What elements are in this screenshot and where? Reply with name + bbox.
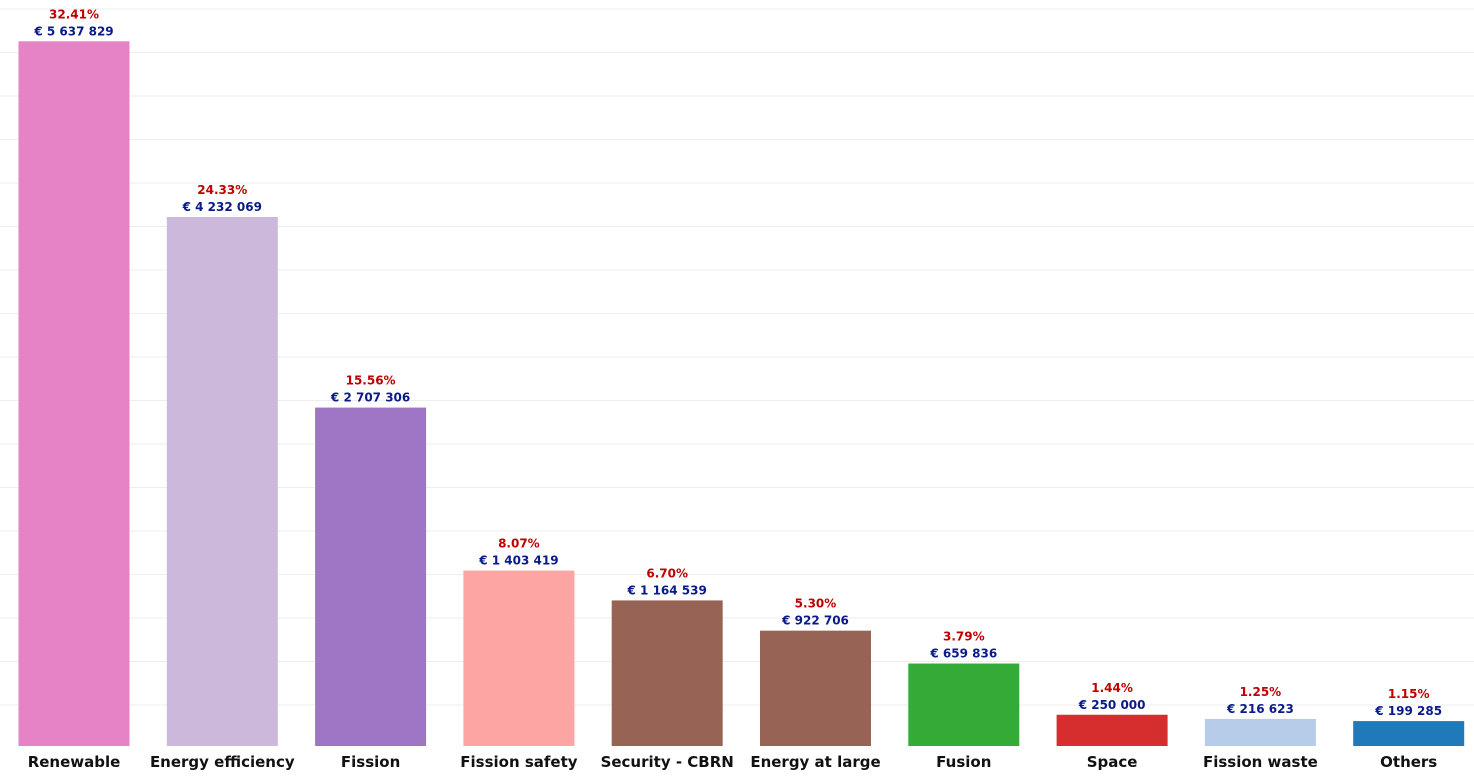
bars — [18, 41, 1465, 747]
bar-fusion — [908, 663, 1020, 746]
percent-label: 1.44% — [1091, 681, 1133, 695]
value-label: € 5 637 829 — [33, 24, 113, 38]
percent-label: 5.30% — [795, 597, 837, 611]
category-label: Fission waste — [1203, 753, 1318, 771]
value-label: € 1 403 419 — [478, 554, 558, 568]
percent-label: 6.70% — [646, 566, 688, 580]
percent-label: 1.25% — [1240, 685, 1282, 699]
bar-others — [1353, 721, 1465, 746]
percent-label: 15.56% — [346, 374, 396, 388]
value-label: € 922 706 — [781, 614, 849, 628]
bar-security-cbrn — [611, 600, 723, 746]
bar-energy-at-large — [760, 630, 871, 746]
category-label: Fission safety — [460, 753, 578, 771]
category-label: Renewable — [28, 753, 121, 771]
category-label: Others — [1380, 753, 1437, 771]
value-label: € 250 000 — [1078, 698, 1146, 712]
bar-space — [1056, 714, 1168, 746]
value-label: € 4 232 069 — [182, 200, 262, 214]
category-label: Fission — [341, 753, 400, 771]
bar-fission — [315, 407, 427, 746]
category-label: Energy at large — [750, 753, 880, 771]
labels: € 5 637 829 32.41% Renewable € 4 232 069 24.… — [28, 7, 1442, 771]
category-label: Energy efficiency — [150, 753, 295, 771]
percent-label: 3.79% — [943, 630, 985, 644]
percent-label: 8.07% — [498, 537, 540, 551]
category-label: Fusion — [936, 753, 991, 771]
bar-fission-safety — [463, 570, 575, 746]
category-label: Security - CBRN — [601, 753, 734, 771]
percent-label: 32.41% — [49, 7, 99, 21]
value-label: € 216 623 — [1226, 702, 1294, 716]
value-label: € 659 836 — [929, 647, 997, 661]
bar-renewable — [18, 41, 130, 747]
value-label: € 199 285 — [1374, 704, 1442, 718]
bar-energy-efficiency — [166, 216, 278, 746]
bar-fission-waste — [1204, 718, 1316, 746]
value-label: € 2 707 306 — [330, 391, 410, 405]
value-label: € 1 164 539 — [627, 583, 707, 597]
category-label: Space — [1087, 753, 1138, 771]
percent-label: 1.15% — [1388, 687, 1430, 701]
percent-label: 24.33% — [197, 183, 247, 197]
